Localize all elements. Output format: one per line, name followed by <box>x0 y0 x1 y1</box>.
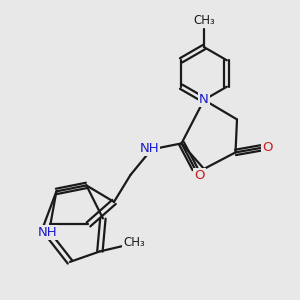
Text: CH₃: CH₃ <box>123 236 145 249</box>
Text: NH: NH <box>38 226 57 239</box>
Text: O: O <box>262 141 273 154</box>
Text: O: O <box>194 169 205 182</box>
Text: NH: NH <box>139 142 159 155</box>
Text: CH₃: CH₃ <box>193 14 215 27</box>
Text: N: N <box>199 93 209 106</box>
